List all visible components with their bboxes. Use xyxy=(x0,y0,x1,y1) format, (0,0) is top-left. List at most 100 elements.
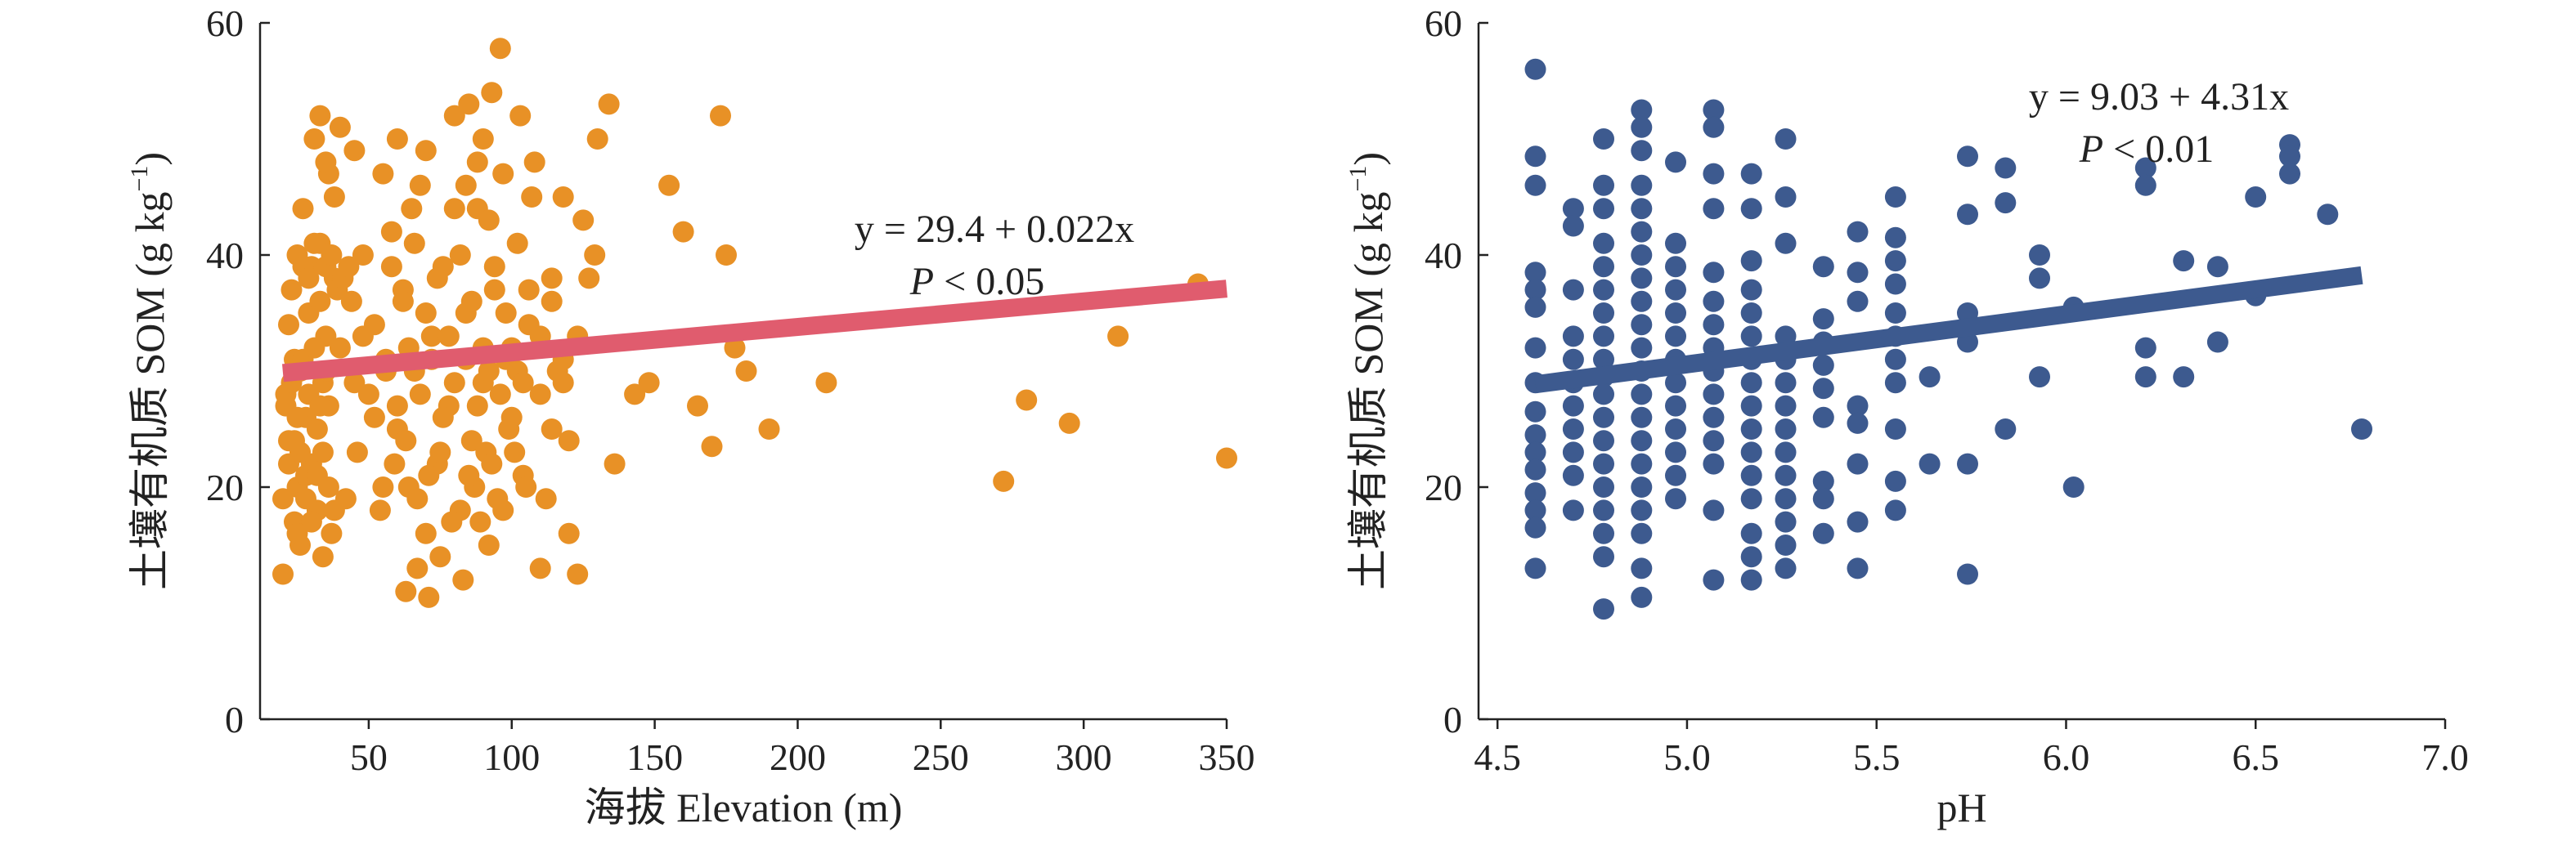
data-point xyxy=(1995,192,2017,214)
data-point xyxy=(460,430,482,452)
data-point xyxy=(1847,412,1869,434)
data-point xyxy=(1665,372,1686,394)
data-point xyxy=(415,302,437,324)
p-value: P < 0.01 xyxy=(2079,127,2214,171)
data-point xyxy=(403,232,425,254)
x-tick-label: 50 xyxy=(350,736,388,778)
data-point xyxy=(1631,198,1653,220)
data-point xyxy=(710,105,731,127)
y-tick-label: 0 xyxy=(1443,699,1462,740)
data-point xyxy=(1593,198,1614,220)
data-point xyxy=(2173,250,2195,272)
data-point xyxy=(1884,348,1906,370)
data-point xyxy=(1775,372,1797,394)
data-point xyxy=(1631,476,1653,498)
data-point xyxy=(535,488,557,510)
data-point xyxy=(1631,337,1653,359)
data-point xyxy=(426,267,448,289)
y-axis-title-sup: −1 xyxy=(126,166,153,192)
data-point xyxy=(1665,302,1686,324)
data-point xyxy=(1524,441,1546,463)
data-point xyxy=(598,93,620,115)
data-point xyxy=(478,535,500,556)
data-point xyxy=(1847,221,1869,243)
regression-equation: y = 9.03 + 4.31x xyxy=(2029,75,2289,119)
data-point xyxy=(298,267,320,289)
data-point xyxy=(1847,511,1869,533)
data-point xyxy=(449,244,471,266)
data-point xyxy=(1995,157,2017,179)
data-point xyxy=(1703,383,1725,405)
data-point xyxy=(406,557,429,579)
data-point xyxy=(1631,140,1653,162)
data-point xyxy=(432,406,454,428)
data-point xyxy=(1775,395,1797,417)
data-point xyxy=(1631,383,1653,405)
data-point xyxy=(415,522,437,544)
data-point xyxy=(512,372,534,394)
data-point xyxy=(1593,453,1614,475)
y-axis-title-sup: −1 xyxy=(1344,166,1371,192)
data-point xyxy=(489,383,511,405)
data-point xyxy=(384,453,406,475)
data-point xyxy=(458,93,480,115)
data-point xyxy=(1631,453,1653,475)
data-point xyxy=(558,430,580,452)
data-point xyxy=(441,511,463,533)
data-point xyxy=(1884,418,1906,440)
data-point xyxy=(1524,145,1546,168)
data-point xyxy=(1957,145,1978,168)
data-point xyxy=(1524,400,1546,423)
data-point xyxy=(1740,522,1762,544)
data-point xyxy=(466,151,488,173)
data-point xyxy=(1562,215,1584,237)
x-tick-label: 6.0 xyxy=(2043,736,2090,778)
data-point xyxy=(1957,453,1978,475)
data-point xyxy=(343,372,366,394)
y-axis-title-end: ) xyxy=(1345,152,1391,166)
data-point xyxy=(523,151,545,173)
data-point xyxy=(429,441,451,463)
data-point xyxy=(1703,406,1725,428)
data-point xyxy=(1703,262,1725,284)
data-point xyxy=(1919,366,1941,388)
data-point xyxy=(1740,546,1762,568)
data-point xyxy=(1665,418,1686,440)
data-point xyxy=(2134,366,2156,388)
data-point xyxy=(1775,488,1797,510)
data-point xyxy=(1740,441,1762,463)
data-point xyxy=(498,418,520,440)
data-point xyxy=(509,105,532,127)
data-point xyxy=(529,557,551,579)
data-point xyxy=(2029,366,2050,388)
data-point xyxy=(321,522,343,544)
x-tick-label: 100 xyxy=(483,736,540,778)
data-point xyxy=(460,290,482,312)
data-point xyxy=(515,476,537,498)
data-point xyxy=(409,383,431,405)
data-point xyxy=(401,198,423,220)
data-point xyxy=(300,511,322,533)
data-point xyxy=(338,256,360,278)
data-point xyxy=(495,302,517,324)
data-point xyxy=(1631,116,1653,138)
data-point xyxy=(541,290,563,312)
data-point xyxy=(687,395,708,417)
data-point xyxy=(492,499,514,521)
data-point xyxy=(386,128,408,150)
data-point xyxy=(309,395,331,417)
data-point xyxy=(1703,198,1725,220)
data-point xyxy=(312,441,334,463)
data-point xyxy=(1740,418,1762,440)
data-point xyxy=(1593,476,1614,498)
data-point xyxy=(1631,430,1653,452)
data-point xyxy=(481,453,503,475)
data-point xyxy=(466,395,488,417)
data-point xyxy=(409,174,431,196)
y-ticks: 0 20 40 60 xyxy=(206,2,270,740)
data-point xyxy=(395,580,417,602)
data-point xyxy=(1740,198,1762,220)
data-point xyxy=(478,360,500,382)
y-tick-label: 40 xyxy=(1425,235,1462,276)
data-point xyxy=(1812,256,1834,278)
